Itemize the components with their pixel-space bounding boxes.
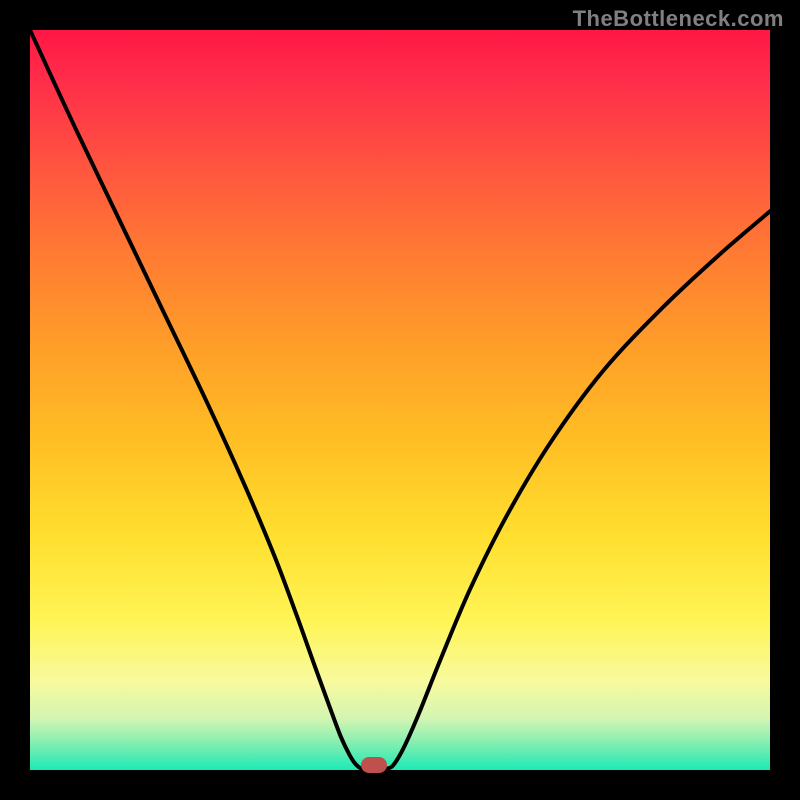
plot-area [30,30,770,770]
watermark-text: TheBottleneck.com [573,6,784,32]
valley-marker [361,757,387,773]
bottleneck-curve [30,30,770,770]
chart-frame: TheBottleneck.com [0,0,800,800]
